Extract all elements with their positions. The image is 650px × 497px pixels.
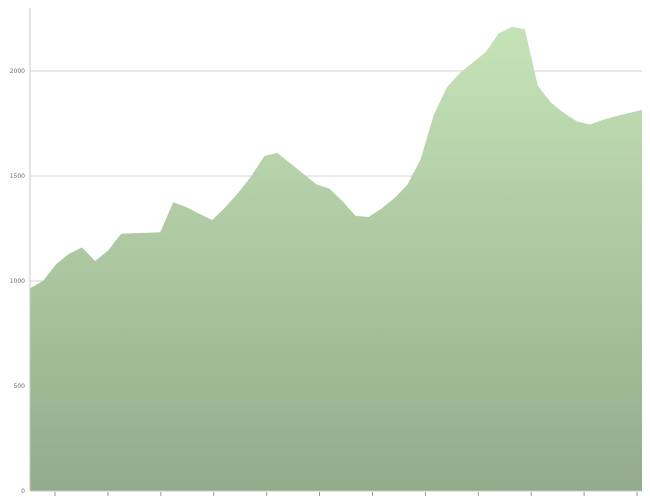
data-point bbox=[198, 212, 201, 215]
data-point bbox=[575, 120, 578, 123]
data-point bbox=[133, 232, 136, 235]
data-point bbox=[523, 28, 526, 31]
y-tick-label: 500 bbox=[14, 383, 26, 390]
data-point bbox=[185, 206, 188, 209]
y-tick-label: 1000 bbox=[10, 278, 25, 285]
data-point bbox=[641, 108, 644, 111]
data-point bbox=[614, 115, 617, 118]
y-tick-label: 1500 bbox=[10, 173, 25, 180]
data-point bbox=[484, 51, 487, 54]
data-point bbox=[94, 260, 97, 263]
data-point bbox=[419, 158, 422, 161]
data-point bbox=[159, 231, 162, 234]
data-point bbox=[42, 280, 45, 283]
data-point bbox=[497, 32, 500, 35]
data-point bbox=[172, 201, 175, 204]
data-point bbox=[224, 206, 227, 209]
data-point bbox=[510, 25, 513, 28]
data-point bbox=[263, 155, 266, 158]
y-tick-label: 2000 bbox=[10, 68, 25, 75]
data-point bbox=[107, 249, 110, 252]
data-point bbox=[146, 231, 149, 234]
data-point bbox=[588, 123, 591, 126]
data-point bbox=[328, 187, 331, 190]
data-point bbox=[367, 215, 370, 218]
data-point bbox=[211, 219, 214, 222]
data-point bbox=[393, 197, 396, 200]
data-point bbox=[562, 112, 565, 115]
data-point bbox=[68, 252, 71, 255]
area-series-0 bbox=[30, 26, 642, 492]
data-point bbox=[341, 200, 344, 203]
data-point bbox=[471, 61, 474, 64]
data-point bbox=[81, 246, 84, 249]
axes bbox=[29, 8, 642, 492]
data-point bbox=[250, 175, 253, 178]
data-point bbox=[406, 183, 409, 186]
data-point bbox=[445, 86, 448, 89]
data-point bbox=[380, 207, 383, 210]
data-point bbox=[549, 101, 552, 104]
data-point bbox=[55, 263, 58, 266]
data-point bbox=[276, 151, 279, 154]
plot-area bbox=[30, 25, 644, 492]
data-point bbox=[458, 72, 461, 75]
x-axis-ticks bbox=[54, 492, 638, 496]
data-point bbox=[432, 114, 435, 117]
data-point bbox=[536, 84, 539, 87]
data-point bbox=[354, 214, 357, 217]
data-point bbox=[120, 232, 123, 235]
data-point bbox=[315, 183, 318, 186]
y-axis-tick-labels: 0 500 1000 1500 2000 bbox=[10, 68, 25, 495]
data-point bbox=[627, 112, 630, 115]
data-point bbox=[289, 162, 292, 165]
data-point bbox=[601, 118, 604, 121]
data-point bbox=[237, 191, 240, 194]
y-tick-label: 0 bbox=[21, 488, 25, 495]
data-point bbox=[302, 172, 305, 175]
